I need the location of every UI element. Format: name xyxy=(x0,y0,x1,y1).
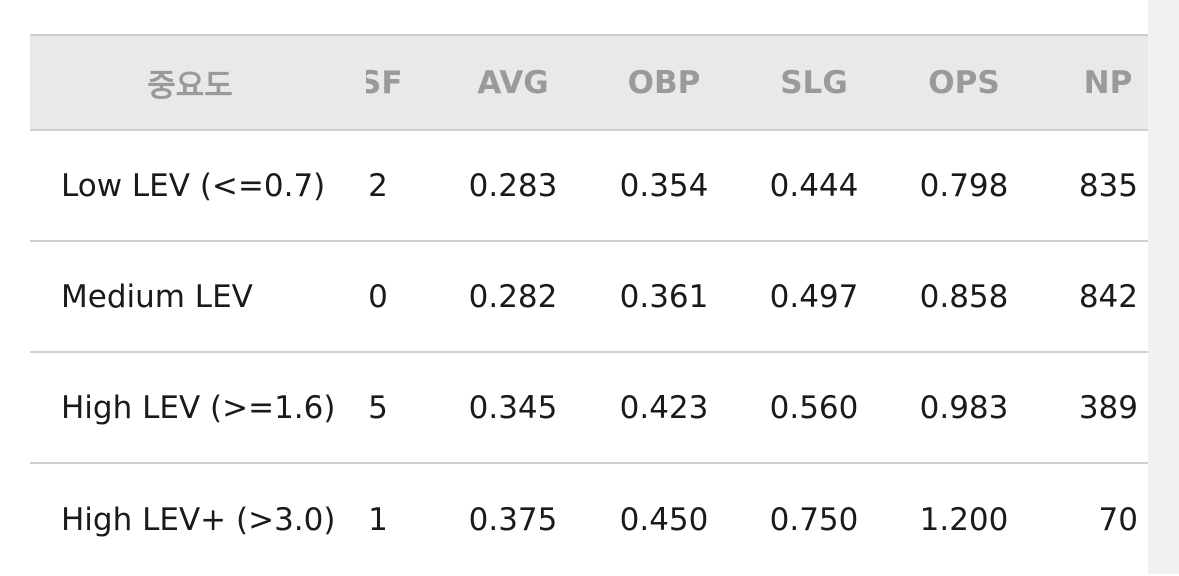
row-label: Low LEV (<=0.7) xyxy=(61,167,326,204)
table-cell: 0.354 xyxy=(619,167,709,204)
table-cell: 835 xyxy=(1078,167,1138,204)
table-cell: 0.858 xyxy=(919,278,1009,315)
header-cell: OPS xyxy=(928,64,1000,101)
table-cell: 0.361 xyxy=(619,278,709,315)
header-cell: AVG xyxy=(477,64,549,101)
table: 중요도 SF AVG OBP SLG OPS NP Low LEV (<=0.7) 2 0.283… xyxy=(30,34,1148,574)
header-cell: NP xyxy=(1083,64,1133,101)
table-cell: 0.983 xyxy=(919,389,1009,426)
table-cell: 0.750 xyxy=(769,502,859,538)
row-label: High LEV (>=1.6) xyxy=(61,389,336,426)
header-cell: SLG xyxy=(780,64,848,101)
table-cell: 0.560 xyxy=(769,389,859,426)
table-cell: 0.444 xyxy=(769,167,859,204)
table-cell: 1 xyxy=(368,502,388,538)
table-cell: 5 xyxy=(368,389,388,426)
table-cell: 0.283 xyxy=(468,167,558,204)
table-row: High LEV+ (>3.0) 1 0.375 0.450 0.750 1.200 70 xyxy=(30,464,1148,576)
table-cell: 0.282 xyxy=(468,278,558,315)
table-cell: 0.423 xyxy=(619,389,709,426)
table-cell: 0.375 xyxy=(468,502,558,538)
table-cell: 0.450 xyxy=(619,502,709,538)
table-cell: 389 xyxy=(1078,389,1138,426)
header-row: 중요도 SF AVG OBP SLG OPS NP xyxy=(30,34,1148,131)
table-cell: 2 xyxy=(368,167,388,204)
row-label: Medium LEV xyxy=(61,278,253,315)
table-cell: 842 xyxy=(1078,278,1138,315)
header-cell: SF xyxy=(366,64,403,101)
table-cell: 0.345 xyxy=(468,389,558,426)
table-cell: 0 xyxy=(368,278,388,315)
table-row: Low LEV (<=0.7) 2 0.283 0.354 0.444 0.798 835 xyxy=(30,131,1148,242)
scrollbar-track xyxy=(1148,0,1179,574)
table-cell: 0.497 xyxy=(769,278,859,315)
row-label: High LEV+ (>3.0) xyxy=(61,502,336,538)
header-cell: 중요도 xyxy=(147,68,233,104)
table-cell: 70 xyxy=(1098,502,1138,538)
header-cell-clip: SF xyxy=(366,36,426,129)
header-cell: OBP xyxy=(627,64,701,101)
table-row: High LEV (>=1.6) 5 0.345 0.423 0.560 0.983 389 xyxy=(30,353,1148,464)
table-cell: 0.798 xyxy=(919,167,1009,204)
table-row: Medium LEV 0 0.282 0.361 0.497 0.858 842 xyxy=(30,242,1148,353)
table-cell: 1.200 xyxy=(919,502,1009,538)
